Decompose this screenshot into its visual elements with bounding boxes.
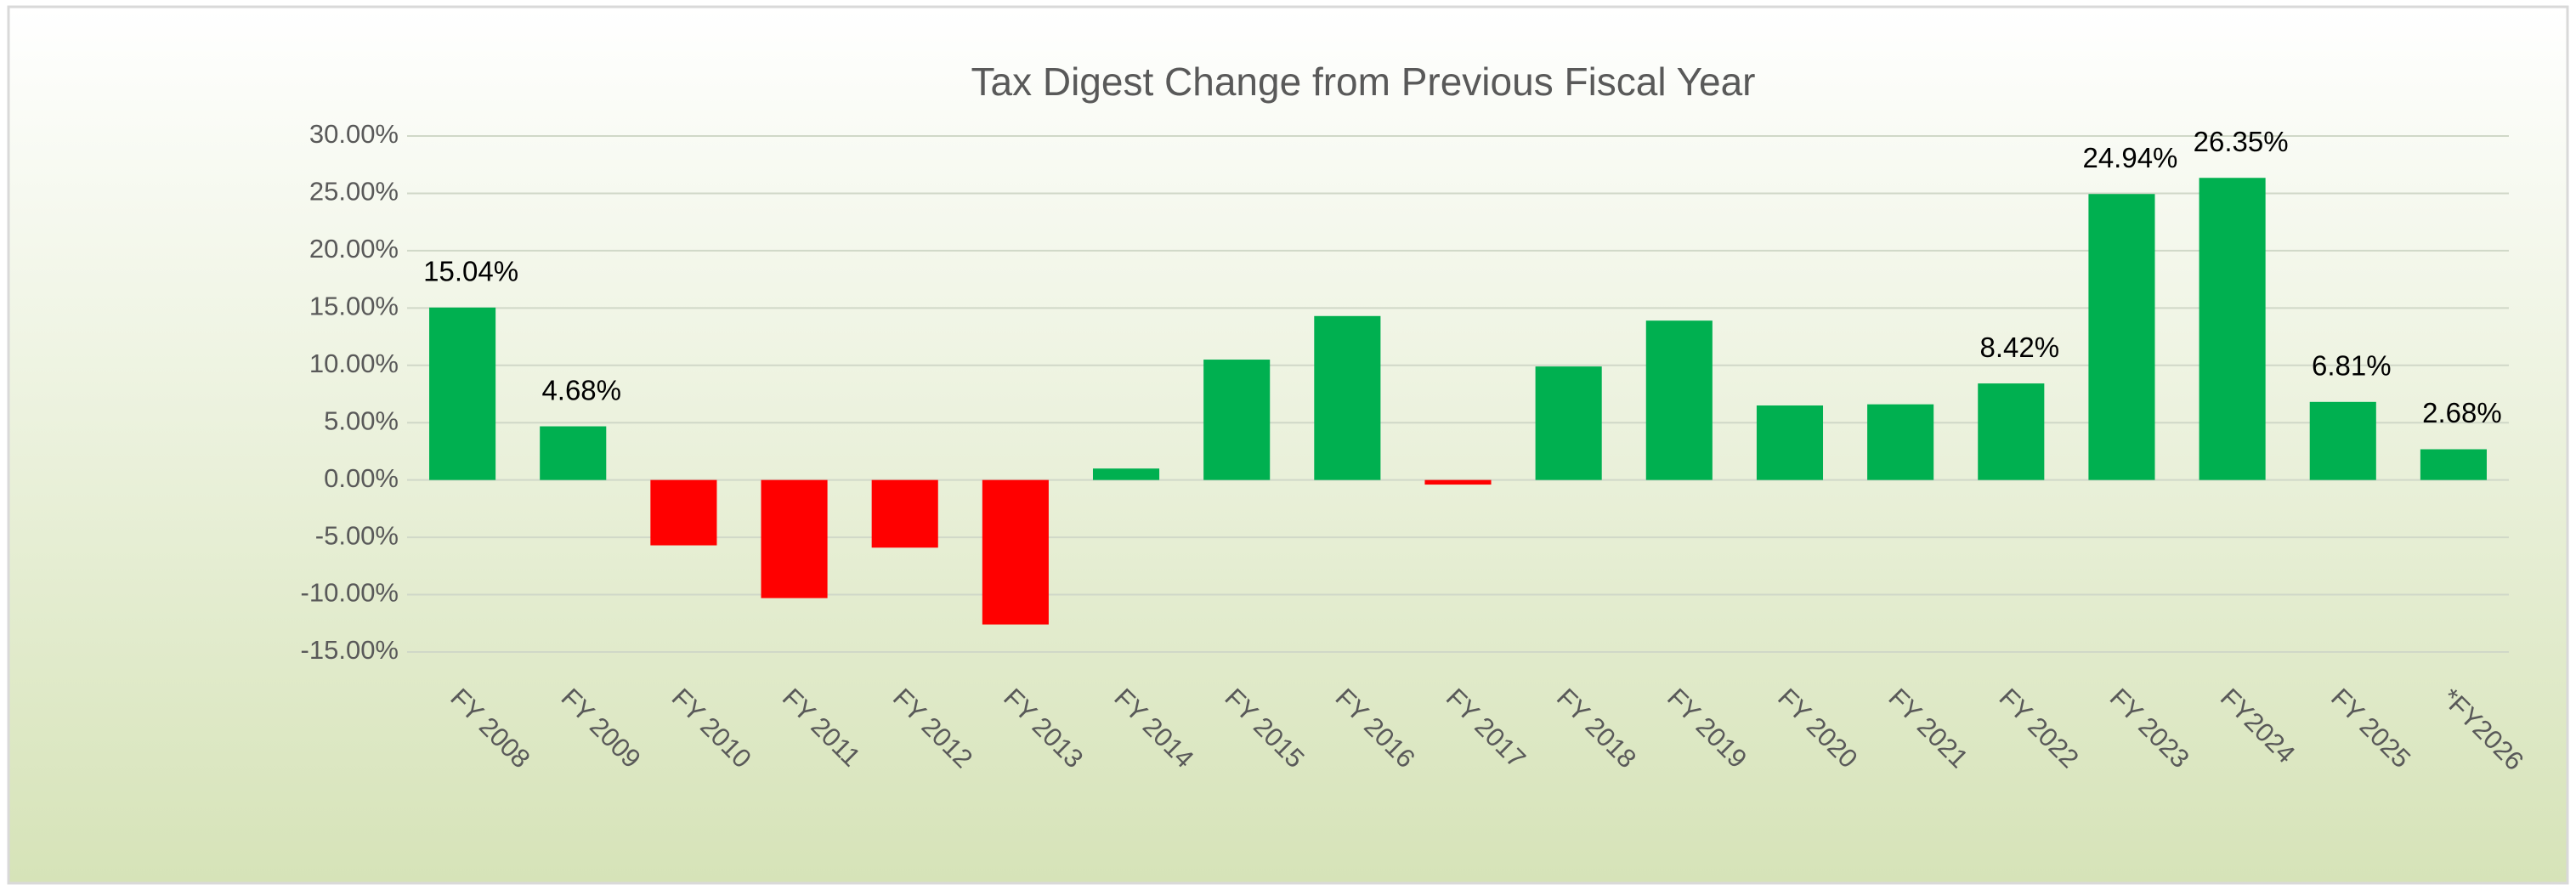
y-tick-label: 10.00% <box>309 349 399 378</box>
bar <box>982 479 1049 625</box>
y-tick-label: 30.00% <box>309 119 399 149</box>
bar <box>871 479 938 548</box>
y-tick-label: -5.00% <box>315 520 399 550</box>
bar <box>1092 468 1160 480</box>
bar <box>1756 405 1824 480</box>
bar <box>1424 479 1492 485</box>
bar <box>429 307 496 480</box>
bar <box>1978 383 2045 480</box>
y-tick-label: 20.00% <box>309 234 399 264</box>
bar <box>2199 178 2266 480</box>
data-label: 15.04% <box>423 256 518 287</box>
bar <box>1867 404 1934 480</box>
y-tick-label: 0.00% <box>324 463 399 493</box>
bar <box>2309 401 2376 480</box>
bar <box>1203 360 1271 480</box>
bar <box>1314 315 1381 480</box>
data-label: 24.94% <box>2082 142 2177 173</box>
bar <box>1645 320 1713 480</box>
y-tick-label: 15.00% <box>309 292 399 321</box>
bar <box>2088 194 2155 480</box>
chart-title: Tax Digest Change from Previous Fiscal Y… <box>971 60 1756 104</box>
y-tick-label: 5.00% <box>324 405 399 435</box>
bar <box>650 479 717 546</box>
bar <box>761 479 828 598</box>
data-label: 6.81% <box>2312 350 2392 382</box>
bar <box>1535 366 1602 480</box>
data-label: 4.68% <box>541 374 621 405</box>
y-tick-label: -10.00% <box>301 578 399 608</box>
bar <box>2420 449 2487 480</box>
data-label: 26.35% <box>2194 126 2289 157</box>
y-tick-label: -15.00% <box>301 635 399 665</box>
data-label: 8.42% <box>1980 332 2060 363</box>
bar <box>540 426 607 480</box>
y-tick-label: 25.00% <box>309 177 399 207</box>
data-label: 2.68% <box>2422 397 2502 428</box>
